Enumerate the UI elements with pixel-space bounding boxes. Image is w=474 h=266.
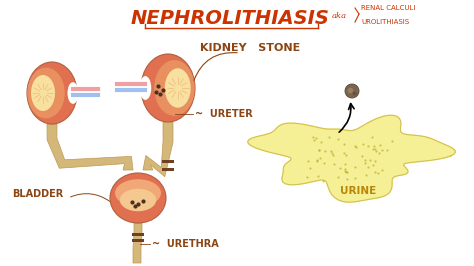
Ellipse shape bbox=[31, 75, 55, 111]
Text: NEPHROLITHIASIS: NEPHROLITHIASIS bbox=[130, 9, 329, 27]
Ellipse shape bbox=[67, 82, 79, 104]
Ellipse shape bbox=[165, 68, 191, 108]
Ellipse shape bbox=[154, 60, 195, 116]
Polygon shape bbox=[47, 124, 133, 170]
Ellipse shape bbox=[120, 189, 156, 211]
Text: aka: aka bbox=[332, 12, 347, 20]
Bar bbox=[162, 160, 174, 163]
Bar bbox=[132, 239, 144, 242]
Text: RENAL CALCULI: RENAL CALCULI bbox=[361, 5, 415, 11]
Ellipse shape bbox=[27, 68, 65, 118]
Ellipse shape bbox=[27, 62, 77, 124]
Text: KIDNEY   STONE: KIDNEY STONE bbox=[200, 43, 300, 53]
Text: ~  URETER: ~ URETER bbox=[195, 109, 253, 119]
Ellipse shape bbox=[115, 179, 161, 207]
Text: ~  URETHRA: ~ URETHRA bbox=[152, 239, 219, 249]
Ellipse shape bbox=[110, 173, 166, 223]
Polygon shape bbox=[133, 223, 142, 263]
Ellipse shape bbox=[345, 84, 359, 98]
Text: UROLITHIASIS: UROLITHIASIS bbox=[361, 19, 409, 25]
Bar bbox=[132, 233, 144, 236]
Text: URINE: URINE bbox=[340, 186, 376, 196]
Ellipse shape bbox=[139, 76, 151, 100]
Text: BLADDER: BLADDER bbox=[12, 189, 63, 199]
Polygon shape bbox=[247, 115, 456, 202]
Bar bbox=[162, 168, 174, 171]
Ellipse shape bbox=[141, 54, 195, 122]
Polygon shape bbox=[143, 122, 173, 177]
